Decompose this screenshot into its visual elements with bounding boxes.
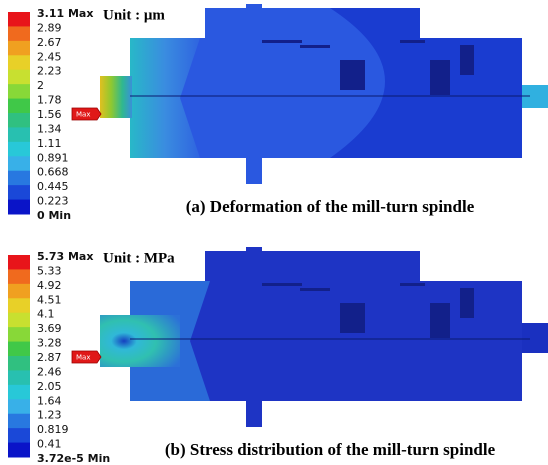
feature — [340, 60, 365, 90]
legend-label: 0.819 — [37, 423, 69, 436]
unit-label: Unit : μm — [103, 7, 165, 23]
legend-band — [8, 26, 30, 41]
nose — [100, 76, 132, 118]
feature — [460, 45, 474, 75]
legend-band — [8, 12, 30, 27]
caption: (a) Deformation of the mill-turn spindle — [186, 197, 475, 216]
feature — [460, 288, 474, 318]
legend-label: 0.445 — [37, 180, 69, 193]
legend-label: 4.51 — [37, 293, 62, 306]
feature — [430, 303, 450, 338]
legend-band — [8, 156, 30, 171]
legend-label: 2.05 — [37, 380, 62, 393]
feature — [340, 303, 365, 333]
legend-band — [8, 55, 30, 70]
legend-label: 1.34 — [37, 122, 62, 135]
max-tag: Max — [76, 111, 90, 119]
legend-band — [8, 127, 30, 142]
legend-label: 0.41 — [37, 438, 62, 451]
legend-label: 4.1 — [37, 308, 55, 321]
legend-band — [8, 200, 30, 215]
max-tag: Max — [76, 354, 90, 362]
legend-label: 1.78 — [37, 94, 62, 107]
legend-band — [8, 269, 30, 284]
legend-label: 0 Min — [37, 209, 71, 222]
feature — [262, 283, 302, 286]
legend-band — [8, 298, 30, 313]
legend-band — [8, 342, 30, 357]
legend-label: 3.69 — [37, 322, 62, 335]
legend-label: 5.33 — [37, 264, 62, 277]
legend-label: 2.45 — [37, 50, 62, 63]
legend-label: 2 — [37, 79, 44, 92]
legend-band — [8, 443, 30, 458]
feature — [300, 288, 330, 291]
legend-label: 3.72e-5 Min — [37, 452, 110, 465]
legend-band — [8, 370, 30, 385]
legend-band — [8, 142, 30, 157]
feature — [262, 40, 302, 43]
legend-label: 2.46 — [37, 365, 62, 378]
figure: 3.11 Max2.89 2.672.45 2.232 1.781.561.34 1.1… — [0, 0, 548, 465]
legend-label: 3.28 — [37, 337, 62, 350]
legend-label: 0.891 — [37, 151, 69, 164]
legend-band — [8, 113, 30, 128]
legend-band — [8, 385, 30, 400]
caption: (b) Stress distribution of the mill-turn… — [165, 440, 496, 459]
legend-band — [8, 399, 30, 414]
legend-band — [8, 313, 30, 328]
feature — [400, 40, 425, 43]
legend-band — [8, 284, 30, 299]
legend-label: 2.67 — [37, 36, 62, 49]
legend-label: 2.23 — [37, 65, 62, 78]
legend-label: 5.73 Max — [37, 250, 93, 263]
nose — [100, 315, 180, 367]
legend-band — [8, 327, 30, 342]
legend-label: 1.11 — [37, 137, 62, 150]
legend-band — [8, 185, 30, 200]
legend-label: 0.223 — [37, 195, 69, 208]
legend-label: 1.23 — [37, 409, 62, 422]
legend-label: 2.87 — [37, 351, 62, 364]
shaft-end — [522, 323, 548, 353]
legend-band — [8, 70, 30, 85]
legend-band — [8, 41, 30, 56]
legend-band — [8, 171, 30, 186]
unit-label: Unit : MPa — [103, 250, 175, 266]
feature — [300, 45, 330, 48]
legend-label: 1.64 — [37, 394, 62, 407]
feature — [430, 60, 450, 95]
legend-label: 3.11 Max — [37, 7, 93, 20]
legend-label: 0.668 — [37, 166, 69, 179]
feature — [400, 283, 425, 286]
legend-band — [8, 99, 30, 114]
legend-band — [8, 414, 30, 429]
legend-band — [8, 356, 30, 371]
legend-label: 4.92 — [37, 279, 62, 292]
legend-label: 2.89 — [37, 21, 62, 34]
legend-label: 1.56 — [37, 108, 62, 121]
legend-band — [8, 428, 30, 443]
legend-band — [8, 255, 30, 270]
legend-band — [8, 84, 30, 99]
